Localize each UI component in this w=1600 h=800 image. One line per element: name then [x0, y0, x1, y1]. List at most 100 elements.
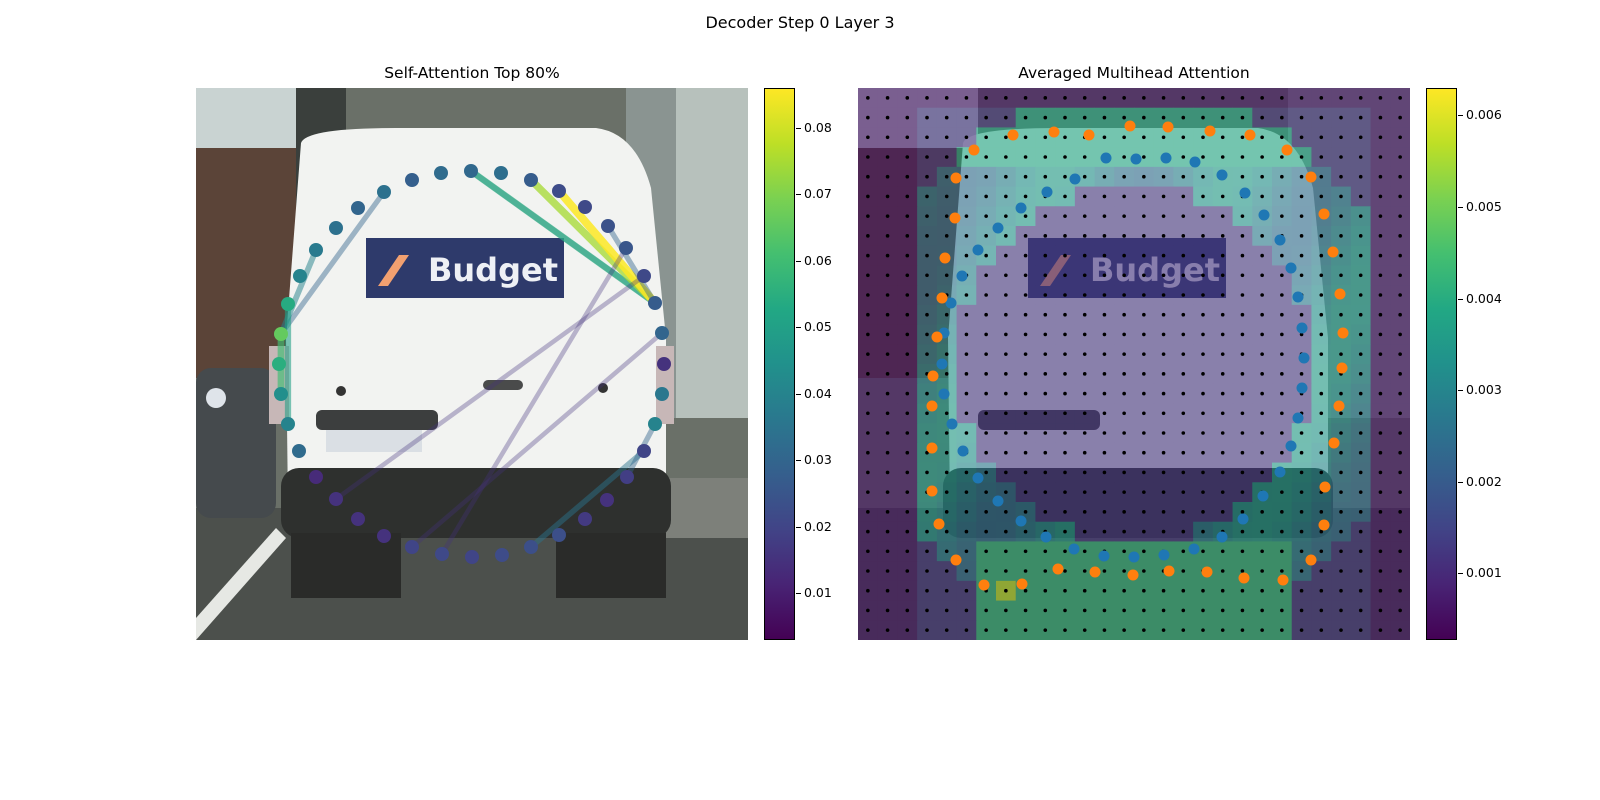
grid-dot: [1161, 588, 1166, 593]
grid-dot: [1358, 510, 1363, 514]
grid-dot: [984, 135, 988, 140]
query-point-16: [578, 512, 592, 526]
grid-dot: [1142, 253, 1146, 258]
grid-dot: [944, 135, 949, 140]
grid-dot: [905, 96, 910, 100]
grid-dot: [1240, 135, 1245, 140]
grid-dot: [1181, 450, 1186, 455]
grid-dot: [1299, 214, 1304, 218]
series-0-point-29: [946, 418, 958, 430]
grid-dot: [1280, 273, 1284, 278]
grid-dot: [944, 214, 949, 218]
grid-dot: [1023, 529, 1028, 534]
grid-dot: [1339, 312, 1343, 317]
query-point-38: [405, 173, 419, 187]
grid-dot: [1023, 569, 1028, 573]
grid-dot: [905, 135, 910, 140]
grid-dot: [1181, 411, 1186, 416]
grid-dot: [1220, 588, 1225, 593]
grid-dot: [1201, 608, 1205, 613]
grid-dot: [866, 293, 870, 297]
colorbar-left: [764, 88, 795, 640]
grid-dot: [964, 214, 969, 218]
grid-dot: [1004, 490, 1008, 494]
grid-dot: [1378, 529, 1383, 534]
series-1-point-3: [1204, 125, 1216, 137]
grid-dot: [1220, 470, 1225, 475]
grid-dot: [1181, 293, 1186, 297]
grid-dot: [925, 529, 929, 534]
grid-dot: [1082, 490, 1087, 494]
grid-dot: [905, 372, 910, 376]
grid-dot: [1063, 529, 1067, 534]
grid-dot: [1201, 155, 1205, 159]
grid-dot: [1201, 352, 1205, 356]
grid-dot: [1240, 174, 1245, 179]
series-0-point-9: [1292, 291, 1304, 303]
grid-dot: [1142, 194, 1146, 199]
grid-dot: [1398, 155, 1402, 159]
grid-dot: [1220, 312, 1225, 317]
grid-dot: [944, 312, 949, 317]
grid-dot: [1161, 490, 1166, 494]
grid-dot: [1201, 293, 1205, 297]
grid-dot: [866, 391, 870, 396]
attention-line-1: [467, 167, 659, 307]
grid-dot: [1161, 411, 1166, 416]
grid-dot: [1358, 293, 1363, 297]
grid-dot: [1102, 510, 1107, 514]
grid-dot: [1299, 628, 1304, 632]
grid-dot: [925, 273, 929, 278]
grid-dot: [984, 115, 988, 120]
grid-dot: [1358, 174, 1363, 179]
grid-dot: [944, 470, 949, 475]
series-1-point-16: [1305, 554, 1317, 566]
series-0-point-6: [1258, 209, 1270, 221]
grid-dot: [866, 332, 870, 337]
grid-dot: [1043, 332, 1048, 337]
series-0-point-11: [1298, 352, 1310, 364]
query-point-14: [620, 470, 634, 484]
grid-dot: [1142, 96, 1146, 100]
grid-dot: [1339, 214, 1343, 218]
grid-dot: [885, 391, 890, 396]
grid-dot: [1004, 332, 1008, 337]
grid-dot: [1161, 470, 1166, 475]
grid-dot: [1201, 174, 1205, 179]
grid-dot: [1280, 174, 1284, 179]
grid-dot: [925, 253, 929, 258]
grid-dot: [1240, 569, 1245, 573]
query-point-29: [274, 387, 288, 401]
grid-dot: [1339, 135, 1343, 140]
grid-dot: [1260, 431, 1264, 435]
grid-dot: [1043, 510, 1048, 514]
grid-dot: [1102, 214, 1107, 218]
grid-dot: [944, 174, 949, 179]
grid-dot: [1161, 628, 1166, 632]
grid-dot: [1299, 450, 1304, 455]
grid-dot: [1280, 352, 1284, 356]
grid-dot: [1004, 155, 1008, 159]
grid-dot: [1358, 470, 1363, 475]
grid-dot: [1260, 372, 1264, 376]
grid-dot: [984, 96, 988, 100]
grid-dot: [866, 174, 870, 179]
grid-dot: [1378, 490, 1383, 494]
series-1-point-32: [931, 331, 943, 343]
grid-dot: [1181, 391, 1186, 396]
grid-dot: [1201, 549, 1205, 554]
grid-dot: [1161, 352, 1166, 356]
grid-dot: [1240, 529, 1245, 534]
grid-dot: [925, 194, 929, 199]
grid-dot: [944, 194, 949, 199]
grid-dot: [1023, 174, 1028, 179]
grid-dot: [925, 431, 929, 435]
grid-dot: [1122, 490, 1126, 494]
grid-dot: [1260, 450, 1264, 455]
grid-dot: [1023, 549, 1028, 554]
grid-dot: [1358, 490, 1363, 494]
grid-dot: [1004, 96, 1008, 100]
grid-dot: [1339, 608, 1343, 613]
series-1-point-39: [1048, 126, 1060, 138]
grid-dot: [1220, 234, 1225, 238]
